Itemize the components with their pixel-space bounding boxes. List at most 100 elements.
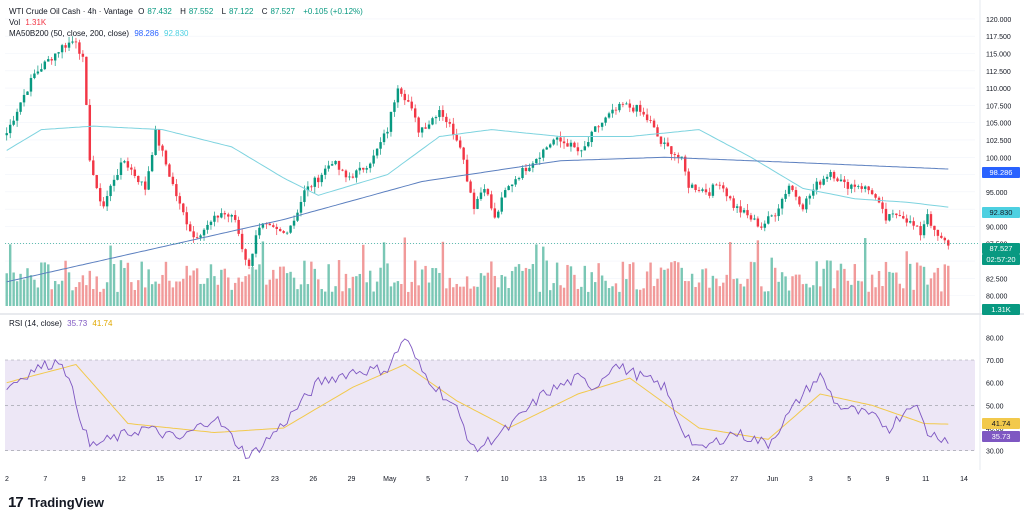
candle-body <box>791 185 794 191</box>
candle-body <box>735 206 739 208</box>
candle-body <box>857 186 860 188</box>
candle-body <box>19 102 22 112</box>
volume-bar <box>562 287 566 306</box>
candle-body <box>213 215 216 222</box>
volume-bar <box>60 280 64 306</box>
candle-body <box>40 69 43 72</box>
x-tick-label: 11 <box>922 476 929 483</box>
candle-body <box>137 175 140 183</box>
volume-bar <box>182 278 185 306</box>
price-legend: WTI Crude Oil Cash · 4h · Vantage O 87.43… <box>9 6 366 17</box>
candle-body <box>57 52 60 54</box>
volume-bar <box>922 266 926 306</box>
candle-body <box>908 221 912 223</box>
volume-bar <box>683 280 687 306</box>
volume-bar <box>344 273 348 306</box>
volume-bar <box>784 276 787 306</box>
volume-bar <box>632 262 635 306</box>
candle-body <box>881 202 884 209</box>
x-tick-label: 2 <box>5 476 9 483</box>
candle-body <box>614 109 618 111</box>
rsi-ma-line <box>6 363 949 440</box>
price-tick-label: 95.000 <box>986 190 1008 197</box>
candle-body <box>521 167 524 179</box>
candle-body <box>715 184 718 186</box>
x-tick-label: 26 <box>309 476 317 483</box>
volume-bar <box>137 280 140 306</box>
volume-bar <box>597 263 600 306</box>
tradingview-logo[interactable]: 17 TradingView <box>8 494 104 511</box>
candle-body <box>780 198 784 209</box>
rsi-tick-label: 70.00 <box>986 358 1004 365</box>
x-tick-label: 3 <box>809 476 813 483</box>
volume-bar <box>330 291 334 306</box>
candle-body <box>555 137 559 140</box>
volume-bar <box>351 276 355 306</box>
volume-bar <box>476 286 479 306</box>
volume-bar <box>403 237 407 306</box>
volume-bar <box>36 287 40 306</box>
volume-bar <box>237 277 240 306</box>
candle-body <box>254 235 258 254</box>
volume-bar <box>22 279 26 306</box>
volume-bar <box>773 267 777 306</box>
volume-bar <box>694 287 697 306</box>
volume-bar <box>895 272 898 306</box>
volume-bar <box>531 264 535 306</box>
price-tick-label: 102.500 <box>986 138 1011 145</box>
volume-bar <box>794 274 798 306</box>
volume-bar <box>268 279 272 306</box>
volume-bar <box>677 262 680 306</box>
volume-bar <box>310 261 313 306</box>
x-tick-label: 9 <box>885 476 889 483</box>
x-tick-label: 17 <box>195 476 203 483</box>
candle-body <box>272 225 275 227</box>
candle-body <box>296 212 299 221</box>
rsi-value: 35.73 <box>67 319 88 328</box>
volume-bar <box>254 269 258 306</box>
candle-body <box>334 160 337 165</box>
volume-bar <box>57 284 60 306</box>
volume-bar <box>604 280 607 306</box>
candle-body <box>12 120 15 125</box>
rsi-tick-label: 50.00 <box>986 403 1004 410</box>
volume-bar <box>704 268 708 306</box>
volume-bar <box>722 282 725 306</box>
candle-body <box>517 178 521 180</box>
volume-bar <box>725 274 728 306</box>
volume-bar <box>147 269 150 306</box>
ma50-line <box>6 156 949 283</box>
price-tick-label: 100.000 <box>986 155 1011 162</box>
candle-body <box>368 163 372 169</box>
volume-bar <box>400 284 403 306</box>
candle-body <box>317 177 320 183</box>
volume-bar <box>673 261 677 306</box>
candle-body <box>472 192 476 209</box>
volume-bar <box>424 265 427 306</box>
candle-body <box>358 167 362 171</box>
candle-body <box>770 215 773 217</box>
volume-bar <box>47 264 50 306</box>
volume-bar <box>306 284 310 306</box>
candle-body <box>680 156 683 158</box>
volume-bar <box>812 285 815 306</box>
candle-body <box>313 177 317 187</box>
volume-bar <box>874 287 877 306</box>
candle-body <box>469 181 472 193</box>
volume-bar <box>857 280 860 306</box>
volume-bar <box>735 278 739 306</box>
candle-body <box>576 147 580 152</box>
candle-body <box>458 140 462 148</box>
candle-body <box>306 186 310 191</box>
volume-bar <box>313 268 317 306</box>
volume-bar <box>386 263 389 306</box>
ma50-value: 98.286 <box>134 29 159 38</box>
volume-bar <box>8 244 12 306</box>
open-value: 87.432 <box>147 7 172 16</box>
candle-body <box>604 117 607 123</box>
candle-body <box>905 218 908 223</box>
candle-body <box>670 146 673 155</box>
candle-body <box>656 127 659 137</box>
candle-body <box>244 249 247 260</box>
